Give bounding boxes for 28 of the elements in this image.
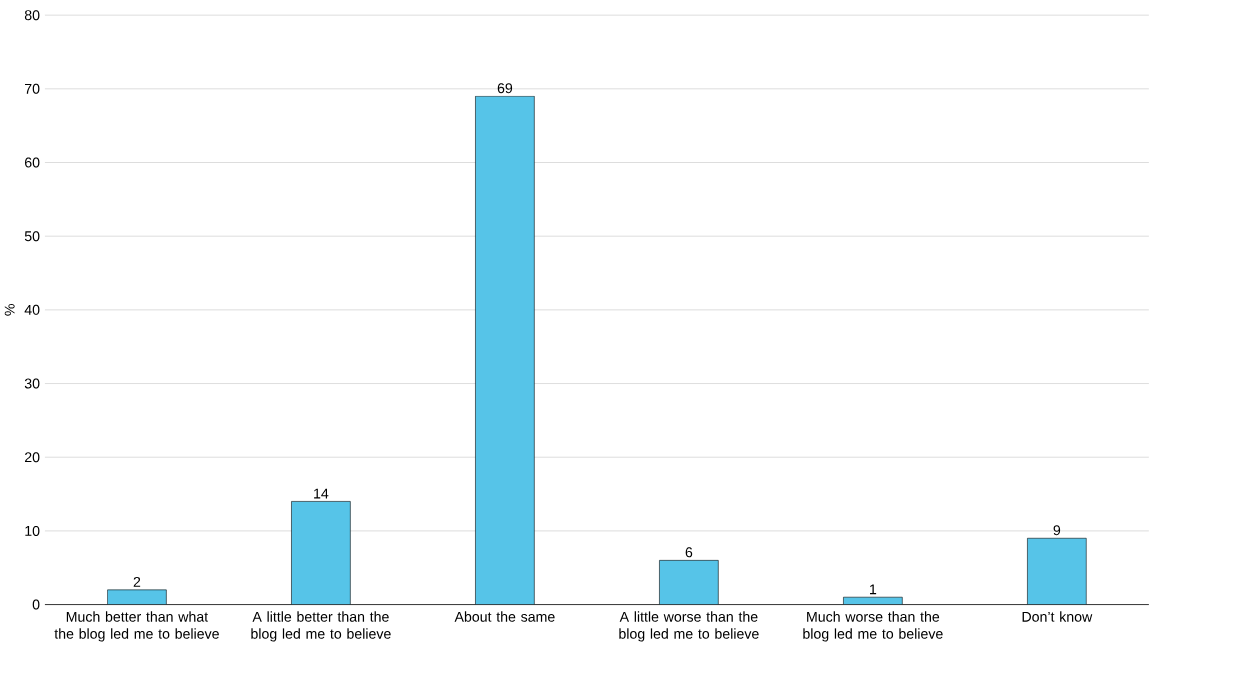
y-tick-label: 60	[24, 157, 40, 168]
x-tick-label: Much better than what the blog led me to believe	[54, 611, 219, 642]
data-label: 1	[870, 584, 877, 595]
x-tick-label: A little worse than the blog led me to believe	[619, 611, 759, 642]
data-label: 2	[133, 577, 141, 588]
bar	[843, 597, 903, 605]
y-tick-label: 0	[32, 599, 40, 610]
y-tick-label: 70	[24, 84, 40, 95]
y-tick-label: 40	[24, 305, 40, 316]
y-tick-label: 80	[24, 10, 40, 21]
bar	[1027, 538, 1087, 605]
x-tick-label: About the same	[454, 611, 555, 622]
bar	[291, 501, 351, 605]
data-label: 69	[497, 83, 513, 94]
y-axis-title: %	[4, 304, 15, 316]
data-label: 9	[1053, 525, 1061, 536]
bar	[107, 589, 167, 605]
y-tick-label: 50	[24, 231, 40, 242]
data-label: 6	[685, 547, 693, 558]
data-label: 14	[314, 488, 329, 499]
bar	[659, 560, 719, 605]
y-tick-label: 10	[25, 526, 40, 537]
y-tick-label: 30	[24, 378, 40, 389]
y-tick-label: 20	[24, 452, 40, 463]
bar	[475, 96, 535, 605]
x-tick-label: Much worse than the blog led me to believe	[803, 611, 943, 642]
x-tick-label: Don’t know	[1022, 611, 1093, 622]
x-tick-label: A little better than the blog led me to believe	[251, 611, 391, 642]
